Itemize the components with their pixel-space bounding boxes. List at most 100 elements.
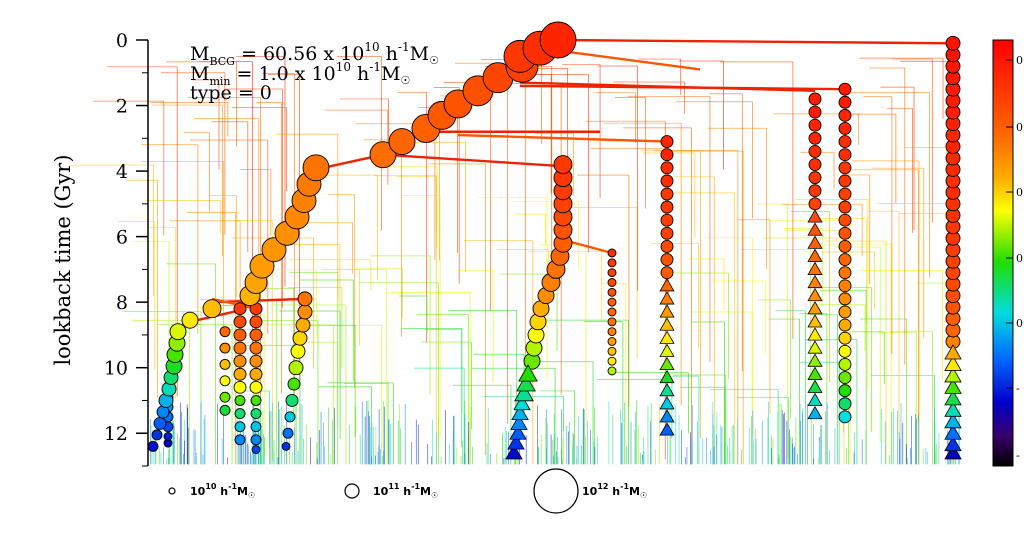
- colorbar-tick-label: 0.: [1016, 317, 1024, 330]
- halo-circle-marker: [607, 278, 617, 287]
- halo-circle-marker: [251, 445, 261, 455]
- halo-circle-marker: [297, 304, 313, 320]
- colorbar-tick-label: 0.: [1016, 252, 1024, 265]
- halo-circle-marker: [233, 302, 247, 316]
- halo-circle-marker: [249, 354, 263, 368]
- halo-triangle-marker: [659, 278, 675, 292]
- halo-circle-marker: [163, 432, 173, 441]
- halo-circle-marker: [607, 268, 617, 278]
- halo-circle-marker: [219, 326, 231, 338]
- halo-circle-marker: [660, 253, 674, 267]
- halo-triangle-marker: [659, 330, 675, 344]
- halo-triangle-marker: [807, 261, 823, 275]
- halo-circle-marker: [388, 128, 416, 156]
- halo-circle-marker: [151, 429, 163, 441]
- halo-circle-marker: [808, 158, 822, 171]
- y-tick-label-4: 4: [116, 161, 128, 183]
- halo-circle-marker: [295, 317, 311, 333]
- halo-circle-marker: [838, 266, 852, 280]
- halo-circle-marker: [607, 307, 617, 317]
- merger-link-lines: [189, 38, 954, 323]
- halo-circle-marker: [808, 118, 822, 132]
- halo-triangle-marker: [659, 291, 675, 305]
- halo-circle-marker: [219, 342, 231, 354]
- halo-triangle-marker: [944, 389, 962, 406]
- halo-circle-marker: [838, 305, 852, 319]
- halo-circle-marker: [660, 200, 674, 214]
- halo-circle-marker: [838, 213, 852, 227]
- halo-circle-marker: [838, 187, 852, 201]
- halo-circle-marker: [838, 82, 852, 96]
- halo-circle-marker: [660, 135, 674, 149]
- halo-circle-marker: [249, 315, 263, 329]
- halo-circle-marker: [297, 291, 313, 307]
- halo-circle-marker: [660, 239, 674, 253]
- halo-circle-marker: [250, 421, 262, 433]
- halo-circle-marker: [287, 377, 301, 391]
- colorbar-tick-label: -: [1016, 449, 1020, 462]
- halo-triangle-marker: [944, 378, 962, 394]
- halo-circle-marker: [249, 341, 263, 355]
- halo-circle-marker: [838, 357, 852, 371]
- colorbar-tick-label: -: [1016, 382, 1020, 395]
- halo-circle-marker: [250, 395, 262, 406]
- halo-triangle-marker: [807, 340, 823, 354]
- halo-circle-marker: [219, 391, 231, 403]
- halo-triangle-marker: [514, 383, 534, 402]
- halo-circle-marker: [249, 328, 263, 342]
- halo-triangle-marker: [659, 304, 675, 318]
- halo-circle-marker: [285, 394, 299, 407]
- halo-triangle-marker: [659, 356, 675, 370]
- annotation-mmin: Mmin = 1.0 x 1010 h-1M☉: [190, 60, 410, 88]
- halo-circle-marker: [838, 279, 852, 293]
- halo-circle-marker: [169, 323, 187, 341]
- annotation-type: type = 0: [190, 82, 272, 104]
- y-axis: 0 2 4 6 8 10 12: [104, 30, 149, 467]
- halo-triangle-marker: [807, 353, 823, 367]
- halo-circle-marker: [808, 197, 822, 211]
- halo-triangle-marker: [516, 374, 536, 392]
- halo-circle-marker: [838, 253, 852, 267]
- halo-circle-marker: [838, 108, 852, 122]
- halo-triangle-marker: [807, 392, 823, 407]
- halo-circle-marker: [660, 266, 674, 280]
- halo-circle-marker: [233, 341, 247, 355]
- halo-circle-marker: [233, 380, 247, 394]
- halo-triangle-marker: [807, 287, 823, 302]
- halo-circle-marker: [607, 248, 617, 258]
- halo-circle-marker: [808, 131, 822, 145]
- size-legend-marker-1e12: [533, 468, 579, 514]
- halo-circle-marker: [838, 239, 852, 253]
- halo-circle-marker: [607, 297, 617, 307]
- halo-circle-marker: [945, 35, 961, 51]
- halo-markers: [147, 21, 962, 460]
- merger-link: [557, 38, 954, 45]
- halo-triangle-marker: [944, 412, 962, 429]
- halo-circle-marker: [838, 200, 852, 214]
- halo-circle-marker: [219, 404, 231, 416]
- halo-triangle-marker: [807, 235, 823, 249]
- halo-circle-marker: [219, 358, 231, 370]
- halo-circle-marker: [607, 366, 617, 376]
- halo-circle-marker: [607, 258, 617, 268]
- size-legend-label-1e10: 1010 h-1M☉: [190, 482, 255, 500]
- halo-circle-marker: [838, 410, 852, 424]
- size-legend: 1010 h-1M☉ 1011 h-1M☉ 1012 h-1M☉: [168, 468, 647, 514]
- halo-triangle-marker: [807, 405, 823, 420]
- halo-circle-marker: [181, 311, 199, 329]
- y-tick-label-8: 8: [116, 292, 128, 314]
- merger-tree-lines: [69, 56, 960, 465]
- halo-triangle-marker: [807, 248, 823, 262]
- halo-triangle-marker: [659, 369, 675, 384]
- halo-triangle-marker: [807, 327, 823, 341]
- colorbar-tick-label: 0.: [1016, 54, 1024, 67]
- halo-triangle-marker: [807, 301, 823, 315]
- colorbar-labels: 0. 0. 0. 0. 0. - -: [1006, 54, 1024, 462]
- halo-circle-marker: [288, 360, 304, 376]
- halo-circle-marker: [302, 154, 330, 182]
- halo-triangle-marker: [659, 409, 675, 423]
- halo-circle-marker: [838, 384, 852, 398]
- halo-circle-marker: [838, 135, 852, 149]
- y-tick-label-10: 10: [104, 358, 128, 380]
